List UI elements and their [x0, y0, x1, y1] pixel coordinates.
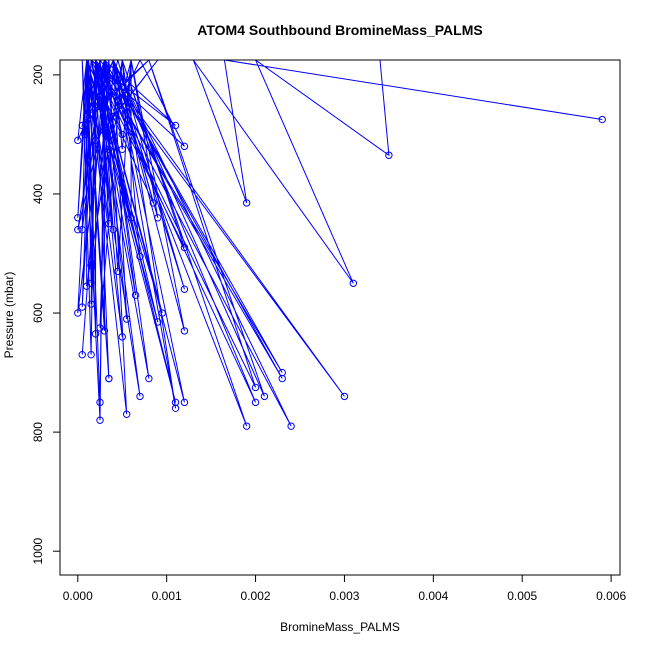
y-axis-label: Pressure (mbar)	[2, 272, 16, 359]
data-point	[81, 130, 89, 139]
y-tick-label: 800	[31, 422, 45, 442]
data-point	[136, 392, 144, 401]
y-tick-label: 400	[31, 184, 45, 204]
data-point	[180, 285, 189, 293]
data-point	[171, 398, 180, 407]
x-tick-label: 0.006	[596, 589, 626, 603]
data-group	[74, 60, 606, 430]
chart-title: ATOM4 Southbound BromineMass_PALMS	[197, 22, 482, 38]
data-point	[96, 398, 104, 407]
data-point	[242, 422, 251, 430]
x-axis-label: BromineMass_PALMS	[280, 620, 400, 634]
data-point	[109, 225, 118, 234]
data-point	[105, 220, 113, 228]
data-point	[340, 392, 349, 401]
data-point	[96, 416, 104, 424]
data-point	[287, 422, 295, 430]
data-point	[74, 136, 82, 145]
x-tick-label: 0.004	[418, 589, 448, 603]
data-point	[105, 374, 113, 383]
data-point	[180, 142, 189, 151]
data-point	[78, 121, 86, 130]
series-line-0	[77, 60, 603, 427]
data-point	[251, 398, 260, 407]
data-point	[105, 145, 113, 154]
data-point	[118, 145, 126, 154]
data-point	[180, 327, 189, 335]
data-point	[131, 291, 140, 299]
plot-area	[74, 60, 606, 430]
data-point	[87, 261, 95, 270]
data-point	[158, 309, 166, 317]
axes: 0.000 0.001 0.002 0.003 0.004 0.005 0.006 200 40…	[31, 59, 626, 603]
data-point	[127, 214, 135, 222]
y-tick-label: 200	[31, 65, 45, 85]
data-point	[100, 327, 109, 335]
data-point	[154, 318, 162, 326]
data-point	[251, 383, 260, 392]
x-tick-label: 0.000	[63, 589, 93, 603]
x-tick-label: 0.001	[152, 589, 182, 603]
data-point	[78, 303, 86, 311]
plot-frame	[59, 59, 621, 576]
x-tick-label: 0.005	[507, 589, 537, 603]
data-point	[114, 267, 122, 276]
data-point	[122, 410, 131, 418]
y-tick-label: 1000	[31, 538, 45, 565]
data-point	[87, 300, 95, 308]
data-point	[122, 315, 131, 323]
data-point	[278, 374, 286, 383]
x-tick-label: 0.003	[329, 589, 359, 603]
data-point	[118, 130, 126, 139]
data-point	[154, 214, 162, 222]
data-point	[136, 252, 144, 261]
data-point	[82, 112, 91, 121]
data-point	[78, 351, 86, 359]
data-point	[109, 112, 118, 121]
data-point	[91, 330, 100, 338]
data-point	[91, 136, 100, 145]
x-tick-label: 0.002	[241, 589, 271, 603]
data-point	[74, 309, 82, 317]
data-point	[171, 121, 180, 130]
data-point	[145, 374, 153, 383]
y-tick-label: 600	[31, 303, 45, 323]
data-point	[74, 225, 82, 234]
data-point	[180, 243, 189, 252]
data-point	[385, 151, 393, 159]
data-point	[78, 225, 86, 234]
data-point	[242, 199, 251, 207]
data-point	[149, 199, 158, 207]
data-point	[74, 214, 82, 222]
data-point	[82, 282, 91, 290]
data-point	[118, 333, 126, 341]
data-point	[87, 351, 95, 359]
data-point	[349, 279, 358, 287]
data-point	[260, 392, 269, 401]
data-point	[180, 398, 189, 407]
data-point	[598, 115, 606, 124]
